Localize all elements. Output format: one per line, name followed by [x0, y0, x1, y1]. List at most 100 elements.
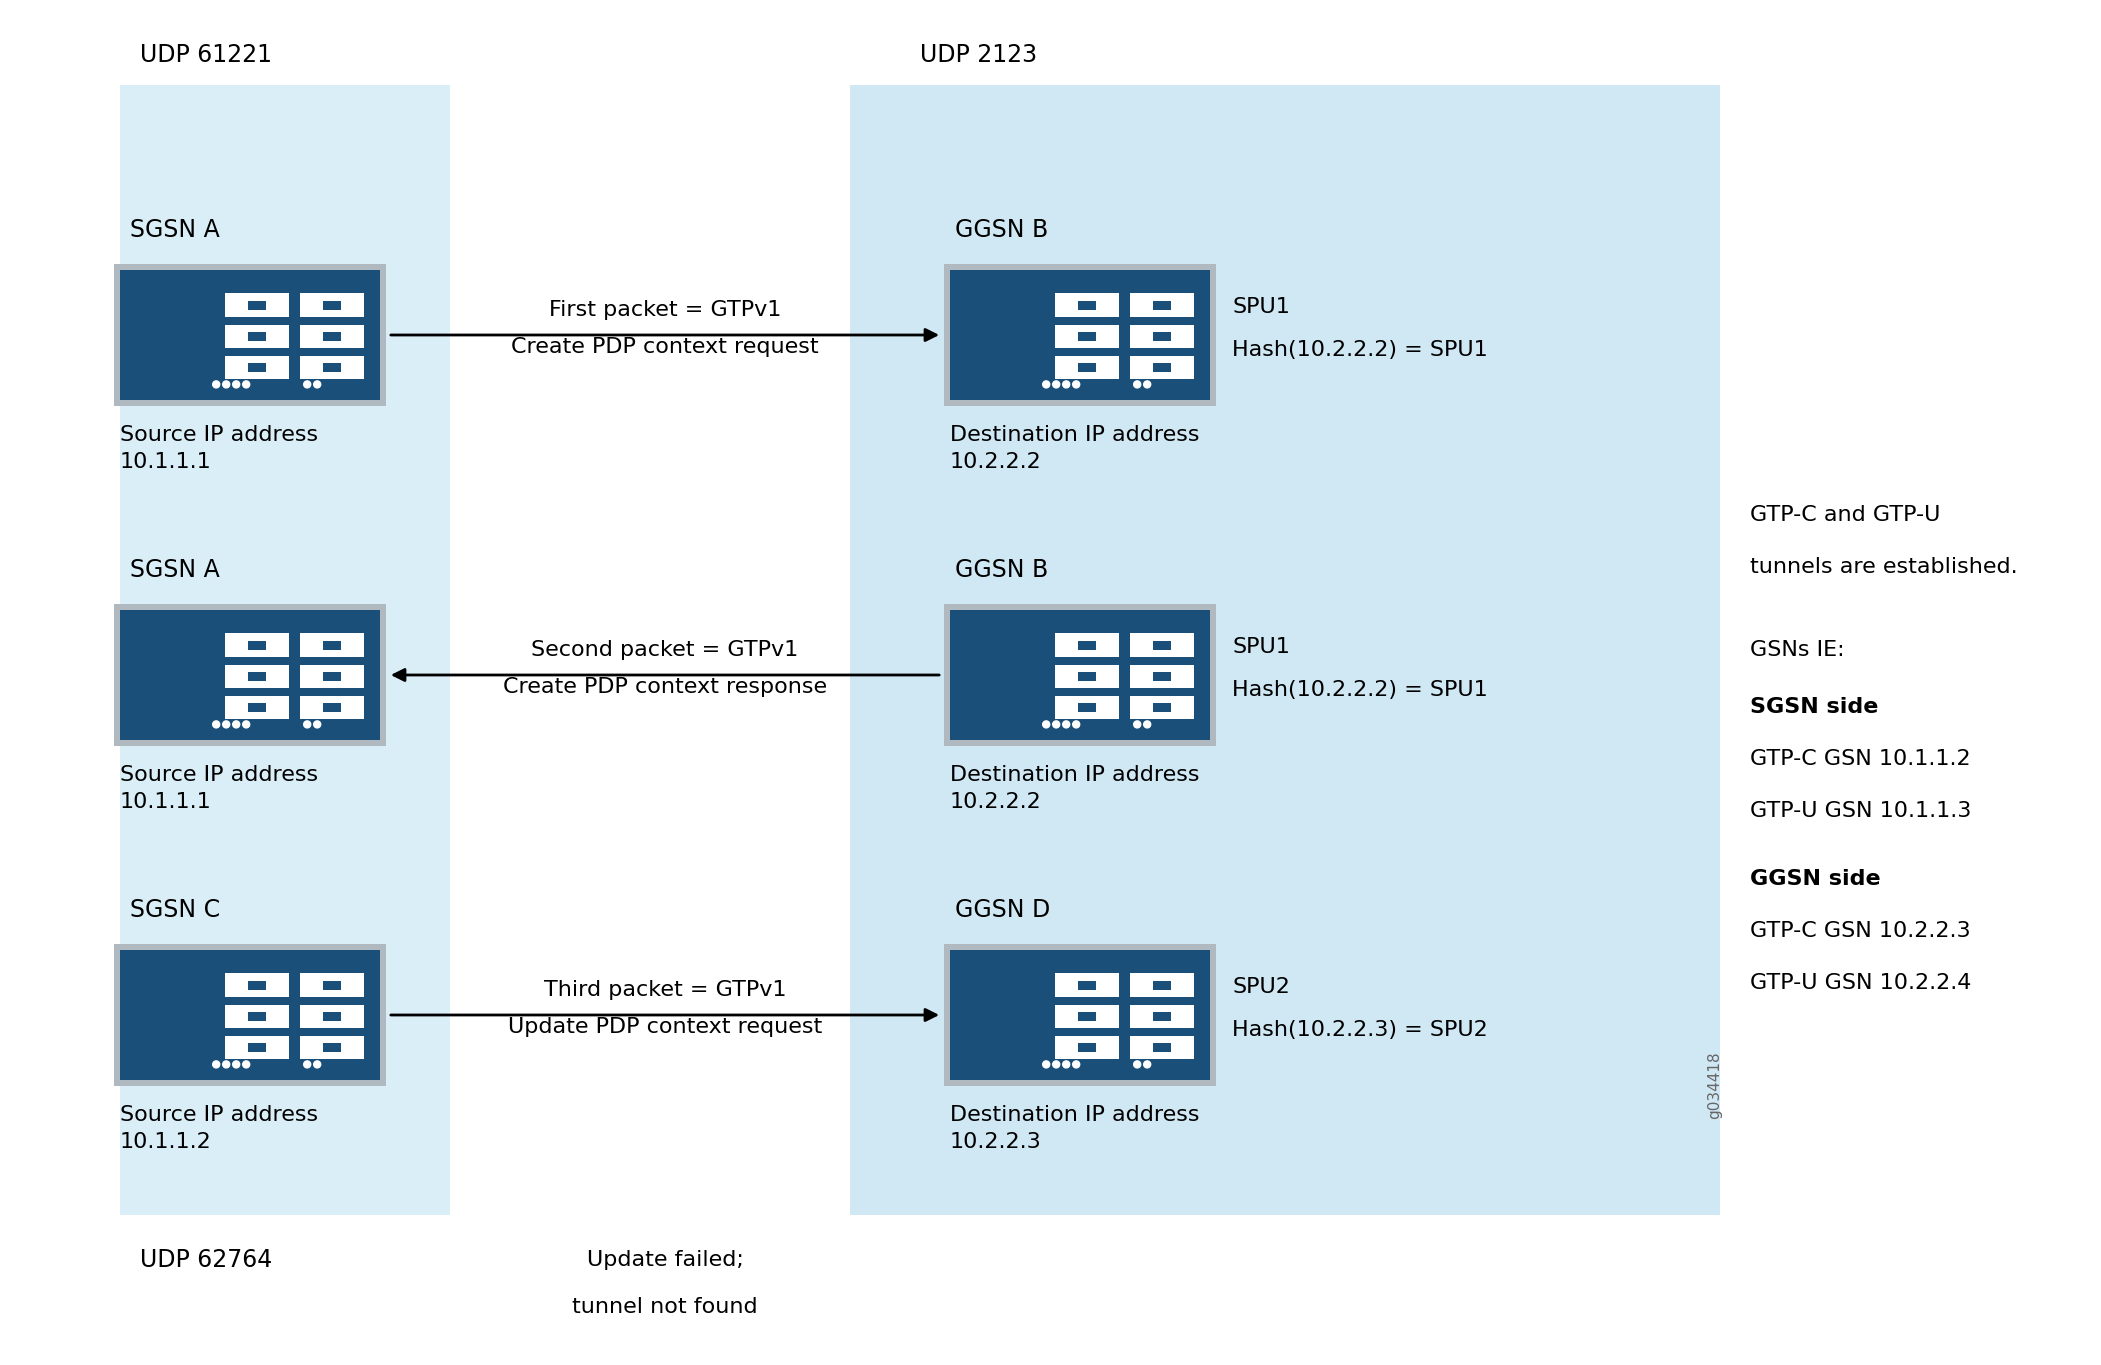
FancyBboxPatch shape [1130, 1036, 1193, 1059]
Text: GTP-C GSN 10.2.2.3: GTP-C GSN 10.2.2.3 [1750, 921, 1971, 940]
Text: First packet = GTPv1: First packet = GTPv1 [548, 300, 782, 319]
FancyBboxPatch shape [225, 1036, 288, 1059]
FancyBboxPatch shape [225, 665, 288, 688]
FancyBboxPatch shape [300, 633, 363, 657]
Circle shape [244, 1061, 250, 1067]
FancyBboxPatch shape [300, 1005, 363, 1028]
Circle shape [305, 721, 311, 728]
Circle shape [233, 721, 240, 728]
FancyBboxPatch shape [225, 1005, 288, 1028]
Circle shape [313, 1061, 321, 1067]
Circle shape [223, 1061, 229, 1067]
Text: SGSN C: SGSN C [130, 898, 221, 921]
FancyBboxPatch shape [225, 356, 288, 379]
FancyBboxPatch shape [943, 945, 1216, 1087]
FancyBboxPatch shape [120, 85, 450, 1215]
FancyBboxPatch shape [1153, 332, 1170, 341]
Text: GTP-U GSN 10.2.2.4: GTP-U GSN 10.2.2.4 [1750, 973, 1971, 992]
FancyBboxPatch shape [248, 640, 265, 650]
Circle shape [1074, 721, 1080, 728]
Circle shape [223, 721, 229, 728]
FancyBboxPatch shape [1130, 973, 1193, 996]
FancyBboxPatch shape [113, 263, 387, 405]
FancyBboxPatch shape [248, 703, 265, 713]
FancyBboxPatch shape [1078, 703, 1097, 713]
Circle shape [1143, 721, 1151, 728]
FancyBboxPatch shape [1055, 665, 1120, 688]
FancyBboxPatch shape [300, 325, 363, 348]
Circle shape [244, 381, 250, 388]
Text: SGSN side: SGSN side [1750, 698, 1878, 718]
Circle shape [1053, 381, 1059, 388]
FancyBboxPatch shape [248, 1011, 265, 1021]
Text: Update PDP context request: Update PDP context request [508, 1017, 821, 1037]
Text: GGSN B: GGSN B [956, 558, 1048, 581]
Text: Hash(10.2.2.2) = SPU1: Hash(10.2.2.2) = SPU1 [1231, 340, 1488, 360]
Text: GTP-U GSN 10.1.1.3: GTP-U GSN 10.1.1.3 [1750, 801, 1971, 822]
FancyBboxPatch shape [300, 1036, 363, 1059]
FancyBboxPatch shape [1055, 293, 1120, 317]
FancyBboxPatch shape [1130, 665, 1193, 688]
FancyBboxPatch shape [1153, 640, 1170, 650]
Circle shape [233, 1061, 240, 1067]
Circle shape [1135, 1061, 1141, 1067]
FancyBboxPatch shape [1078, 980, 1097, 990]
Text: SGSN A: SGSN A [130, 218, 221, 242]
Text: UDP 61221: UDP 61221 [141, 44, 271, 67]
FancyBboxPatch shape [950, 270, 1210, 400]
FancyBboxPatch shape [1153, 703, 1170, 713]
FancyBboxPatch shape [950, 610, 1210, 740]
Circle shape [1042, 721, 1050, 728]
FancyBboxPatch shape [1055, 1005, 1120, 1028]
Text: Create PDP context request: Create PDP context request [511, 337, 819, 358]
FancyBboxPatch shape [1153, 1011, 1170, 1021]
FancyBboxPatch shape [324, 1043, 340, 1052]
FancyBboxPatch shape [300, 696, 363, 719]
Circle shape [1053, 721, 1059, 728]
Text: GSNs IE:: GSNs IE: [1750, 640, 1845, 661]
Text: tunnels are established.: tunnels are established. [1750, 557, 2017, 577]
Circle shape [244, 721, 250, 728]
Text: Source IP address
10.1.1.1: Source IP address 10.1.1.1 [120, 425, 317, 472]
FancyBboxPatch shape [120, 610, 380, 740]
FancyBboxPatch shape [1153, 363, 1170, 371]
Circle shape [223, 381, 229, 388]
Text: UDP 62764: UDP 62764 [141, 1248, 273, 1272]
FancyBboxPatch shape [1078, 1011, 1097, 1021]
Text: GGSN side: GGSN side [1750, 870, 1880, 889]
FancyBboxPatch shape [324, 300, 340, 310]
Circle shape [212, 1061, 221, 1067]
FancyBboxPatch shape [120, 270, 380, 400]
Text: Destination IP address
10.2.2.2: Destination IP address 10.2.2.2 [950, 764, 1200, 812]
Circle shape [313, 381, 321, 388]
FancyBboxPatch shape [248, 363, 265, 371]
FancyBboxPatch shape [248, 672, 265, 681]
FancyBboxPatch shape [324, 1011, 340, 1021]
FancyBboxPatch shape [1130, 325, 1193, 348]
Circle shape [1042, 381, 1050, 388]
FancyBboxPatch shape [324, 363, 340, 371]
Text: GTP-C and GTP-U: GTP-C and GTP-U [1750, 505, 1941, 526]
FancyBboxPatch shape [1153, 300, 1170, 310]
Circle shape [212, 381, 221, 388]
Text: SPU1: SPU1 [1231, 637, 1290, 657]
FancyBboxPatch shape [324, 640, 340, 650]
Circle shape [1074, 381, 1080, 388]
Circle shape [305, 1061, 311, 1067]
Text: SGSN A: SGSN A [130, 558, 221, 581]
FancyBboxPatch shape [1078, 640, 1097, 650]
Text: Update failed;: Update failed; [586, 1250, 744, 1269]
FancyBboxPatch shape [1130, 356, 1193, 379]
FancyBboxPatch shape [1130, 633, 1193, 657]
FancyBboxPatch shape [300, 293, 363, 317]
Circle shape [305, 381, 311, 388]
Circle shape [1135, 721, 1141, 728]
FancyBboxPatch shape [225, 973, 288, 996]
FancyBboxPatch shape [1078, 332, 1097, 341]
Text: GTP-C GSN 10.1.1.2: GTP-C GSN 10.1.1.2 [1750, 749, 1971, 770]
FancyBboxPatch shape [324, 672, 340, 681]
FancyBboxPatch shape [113, 945, 387, 1087]
Circle shape [1143, 381, 1151, 388]
FancyBboxPatch shape [1078, 1043, 1097, 1052]
Text: Create PDP context response: Create PDP context response [502, 677, 828, 698]
